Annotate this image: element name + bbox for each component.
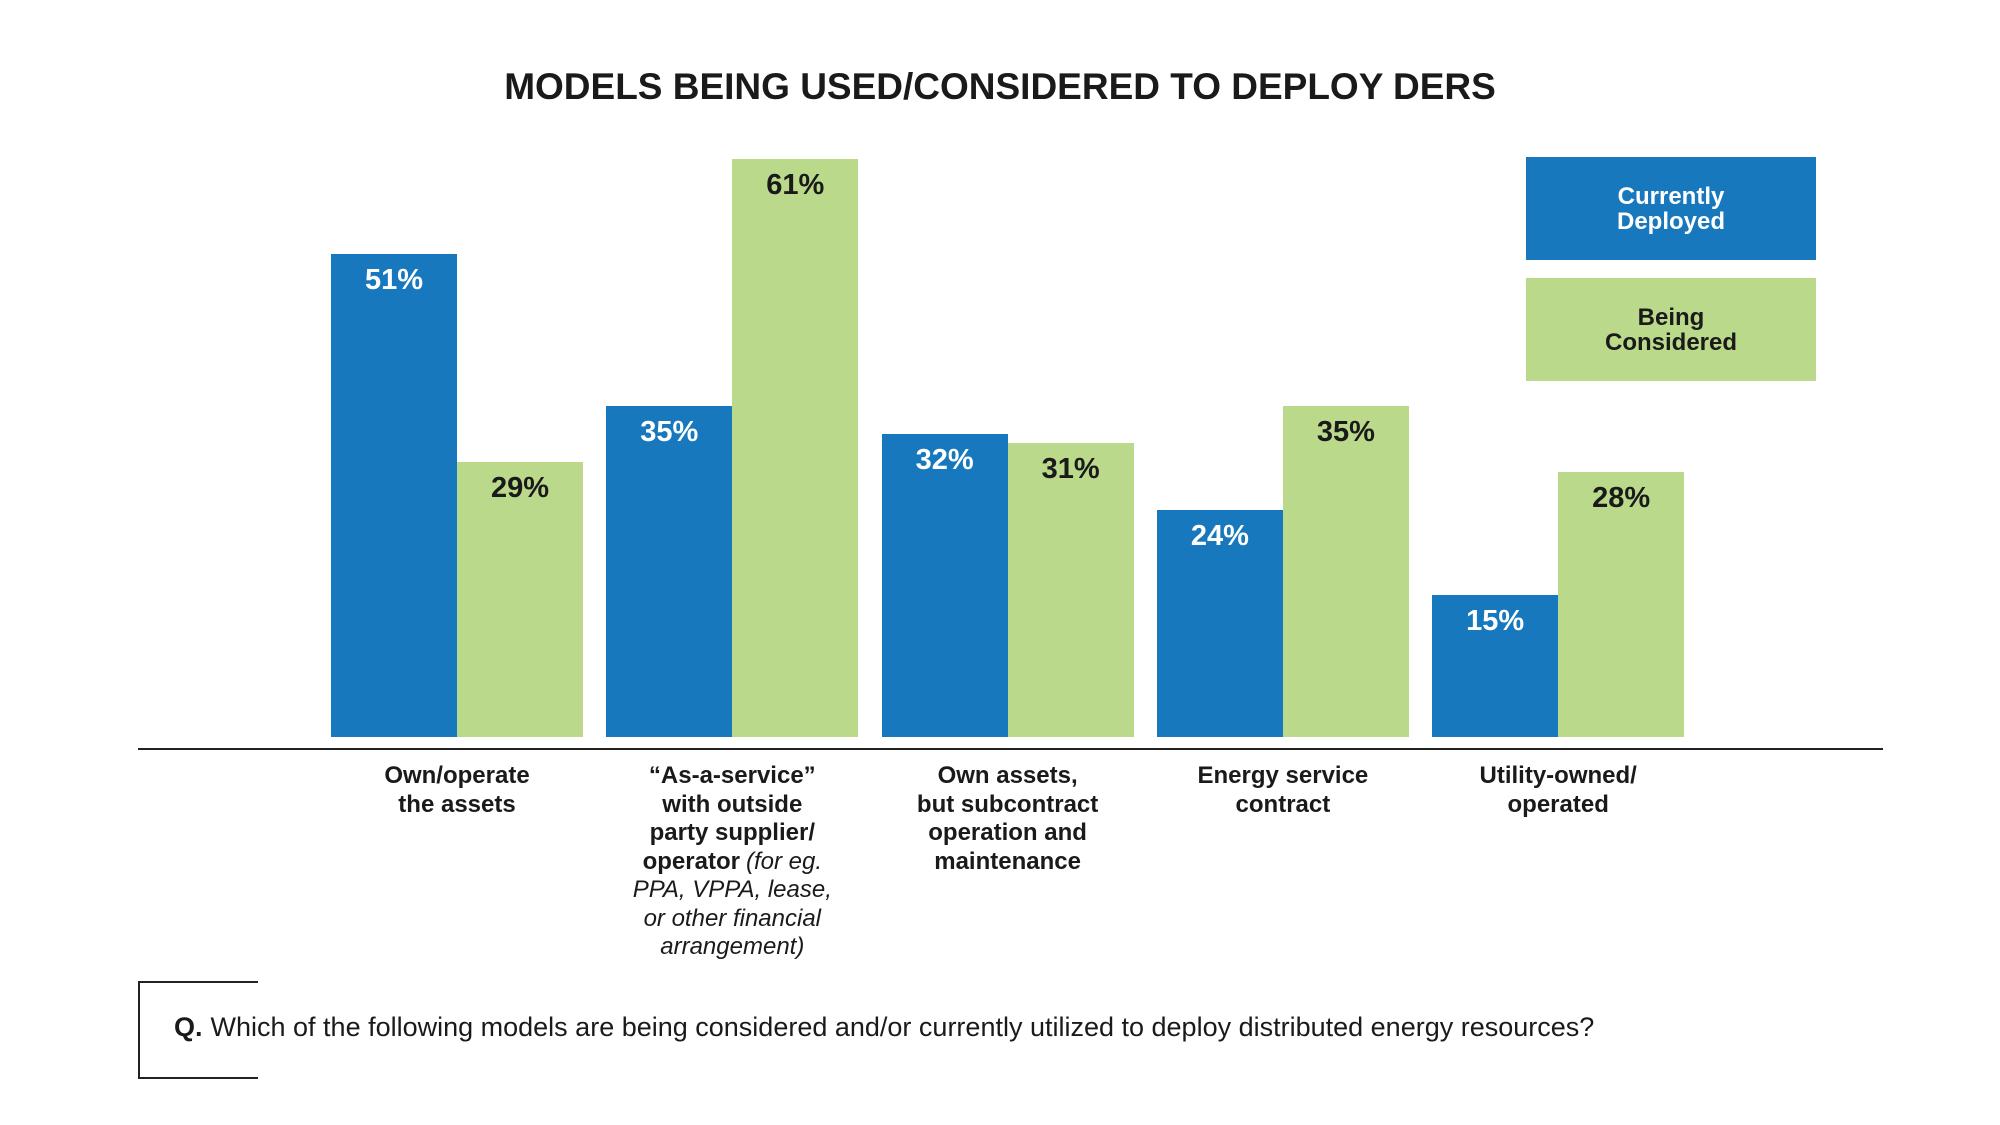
bracket — [138, 981, 140, 1079]
value-label: 61% — [766, 169, 825, 202]
value-label: 15% — [1466, 604, 1525, 637]
bar — [1156, 509, 1283, 737]
category-text: Energy service contract — [1197, 762, 1369, 818]
bar — [1007, 443, 1134, 737]
bracket — [138, 981, 258, 983]
bar — [606, 405, 733, 737]
bar — [732, 159, 859, 737]
question: Q. Which of the following models are bein… — [174, 1012, 1594, 1043]
category-text: Own/operate the assets — [384, 762, 530, 818]
bracket — [138, 1077, 258, 1079]
bar — [881, 433, 1008, 737]
question-text: Which of the following models are being … — [210, 1012, 1595, 1042]
x-tick-label: Own assets, but subcontract operation an… — [858, 762, 1158, 876]
value-label: 24% — [1190, 519, 1249, 552]
bar — [1558, 471, 1685, 737]
bar — [457, 462, 583, 737]
value-label: 32% — [915, 443, 974, 476]
legend-entry: Being Considered — [1526, 278, 1816, 381]
x-tick-label: Own/operate the assets — [307, 762, 607, 819]
value-label: 29% — [490, 472, 550, 505]
bar — [331, 254, 457, 737]
value-label: 31% — [1041, 453, 1100, 486]
value-label: 35% — [640, 415, 699, 448]
category-text: Utility-owned/ operated — [1479, 762, 1637, 818]
category-text: Own assets, but subcontract operation an… — [916, 762, 1099, 875]
chart-title: MODELS BEING USED/CONSIDERED TO DEPLOY D… — [504, 66, 1496, 107]
question-label: Q. — [174, 1012, 203, 1042]
bar — [1282, 405, 1409, 737]
x-tick-label: Energy service contract — [1133, 762, 1433, 819]
legend-entry: Currently Deployed — [1526, 157, 1816, 260]
x-tick-label: “As-a-service” with outside party suppli… — [582, 762, 882, 962]
category-text: “As-a-service” with outside party suppli… — [642, 762, 816, 875]
value-label: 28% — [1592, 481, 1651, 514]
x-tick-label: Utility-owned/ operated — [1408, 762, 1708, 819]
value-label: 35% — [1316, 415, 1375, 448]
category-note: (for eg. PPA, VPPA, lease, or other fina… — [632, 847, 832, 961]
value-label: 51% — [364, 264, 424, 297]
baseline — [138, 748, 1883, 750]
bar — [1432, 594, 1559, 737]
